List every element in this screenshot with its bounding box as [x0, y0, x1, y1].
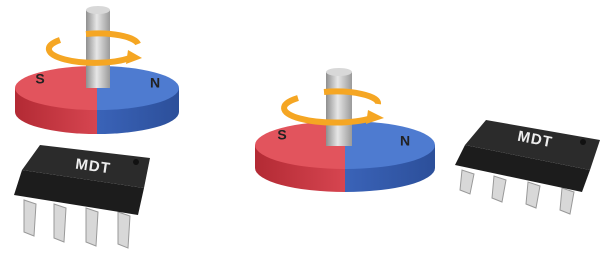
south-label: S	[35, 71, 44, 87]
south-label: S	[277, 127, 286, 143]
chip: MDT	[14, 145, 150, 248]
illustration: S N MDT S N	[0, 0, 613, 254]
north-label: N	[400, 133, 410, 149]
magnet: S N	[15, 6, 179, 134]
north-label: N	[150, 75, 160, 91]
chip: MDT	[455, 120, 600, 214]
magnet: S N	[255, 68, 435, 192]
